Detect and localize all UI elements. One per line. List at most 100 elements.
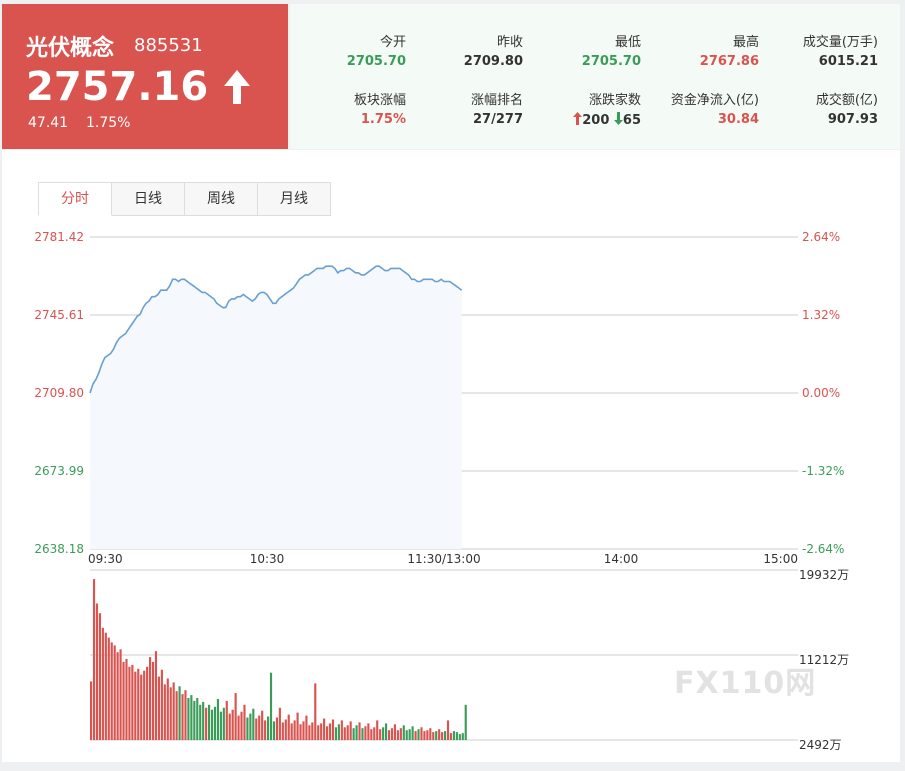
volume-bar: [134, 671, 137, 740]
volume-bar: [405, 730, 408, 740]
volume-bar: [267, 716, 270, 740]
volume-bar: [143, 670, 146, 740]
time-axis-label: 14:00: [604, 552, 639, 566]
volume-bar: [95, 603, 99, 740]
price-tick-label: 2638.18: [34, 542, 84, 556]
volume-bar: [349, 721, 352, 740]
volume-bar: [261, 710, 264, 740]
volume-bar: [222, 707, 225, 740]
volume-bar: [193, 700, 196, 740]
volume-bar: [328, 723, 332, 740]
volume-bar: [172, 682, 175, 740]
volume-bar: [444, 731, 447, 740]
volume-bar: [390, 728, 394, 740]
volume-bar: [178, 686, 181, 740]
volume-bar: [370, 729, 373, 740]
volume-bar: [355, 725, 358, 740]
volume-bar: [346, 725, 349, 740]
price-tick-label: 2781.42: [34, 230, 84, 244]
volume-bar: [314, 683, 317, 740]
volume-bar: [278, 707, 281, 740]
price-line: [89, 265, 463, 394]
volume-bar: [382, 727, 385, 741]
tab-intraday[interactable]: 分时: [38, 182, 112, 216]
volume-bar: [396, 730, 399, 740]
volume-bar: [305, 715, 308, 740]
volume-bar: [157, 676, 160, 740]
time-axis-label: 09:30: [88, 552, 123, 566]
volume-bar: [166, 678, 169, 740]
stat-label-low: 最低: [614, 35, 641, 50]
decline-count: 65: [622, 113, 641, 128]
volume-bar: [184, 690, 187, 740]
volume-bar: [290, 723, 293, 740]
stat-label-open: 今开: [379, 35, 406, 50]
volume-bar: [116, 652, 119, 740]
volume-bar: [228, 713, 231, 740]
volume-bar: [352, 728, 355, 740]
index-price: 2757.16: [26, 64, 209, 110]
volume-bar: [455, 732, 458, 740]
period-tabs: 分时 日线 周线 月线: [38, 182, 331, 216]
stat-label-sector-rise: 板块涨幅: [353, 93, 406, 108]
volume-bar: [231, 709, 234, 740]
volume-bar: [408, 729, 411, 740]
arrow-up-icon: [573, 112, 583, 125]
volume-bar: [326, 726, 329, 740]
pct-tick-label: 0.00%: [802, 386, 840, 400]
volume-bar: [414, 731, 417, 740]
volume-bar: [308, 725, 311, 740]
volume-bar: [151, 661, 155, 740]
stat-label-net-inflow: 资金净流入(亿): [670, 93, 759, 108]
volume-bar: [364, 726, 367, 740]
volume-bar: [438, 729, 441, 740]
volume-bar: [216, 699, 219, 740]
volume-bar: [213, 706, 217, 740]
volume-bar: [90, 681, 93, 740]
time-axis-label: 10:30: [250, 552, 285, 566]
volume-bar: [446, 720, 450, 740]
price-tick-label: 2673.99: [34, 464, 84, 478]
volume-bar: [255, 718, 258, 740]
volume-bar: [432, 732, 435, 740]
index-name: 光伏概念: [26, 36, 115, 61]
pct-tick-label: -2.64%: [802, 542, 844, 556]
volume-bar: [317, 725, 320, 740]
pct-tick-label: 2.64%: [802, 230, 840, 244]
stat-label-high: 最高: [732, 35, 759, 50]
volume-tick-label: 19932万: [799, 568, 849, 582]
tab-weekly[interactable]: 周线: [185, 182, 258, 216]
volume-bar: [107, 637, 110, 740]
volume-bar: [331, 719, 335, 740]
volume-bar: [299, 724, 302, 740]
volume-bar: [208, 704, 211, 740]
tab-daily[interactable]: 日线: [112, 182, 185, 216]
advance-count: 200: [582, 113, 610, 128]
volume-bar: [269, 672, 273, 740]
volume-bar: [293, 720, 296, 740]
volume-bar: [252, 708, 255, 740]
price-area: [90, 266, 462, 549]
volume-bar: [340, 720, 343, 740]
volume-bar: [343, 727, 346, 741]
chart-panel: 分时 日线 周线 月线 2781.42 2.64% 2745.61 1.32% 2709…: [2, 150, 900, 762]
volume-bar: [169, 687, 172, 740]
index-change-pct: 1.75%: [86, 115, 131, 131]
volume-bar: [435, 731, 438, 740]
volume-bar: [361, 728, 364, 740]
volume-bar: [449, 733, 453, 740]
volume-bar: [287, 714, 290, 740]
stat-value-prev-close: 2709.80: [463, 54, 523, 69]
volume-bar: [187, 698, 190, 740]
volume-bar: [302, 721, 305, 740]
volume-bar: [190, 695, 193, 740]
volume-bar: [110, 642, 113, 740]
price-tick-label: 2709.80: [34, 386, 84, 400]
tab-monthly[interactable]: 月线: [258, 182, 331, 216]
volume-bar: [128, 666, 131, 740]
volume-bar: [376, 720, 379, 740]
volume-bar: [249, 713, 252, 740]
volume-bar: [219, 711, 222, 740]
volume-bar: [125, 659, 128, 740]
